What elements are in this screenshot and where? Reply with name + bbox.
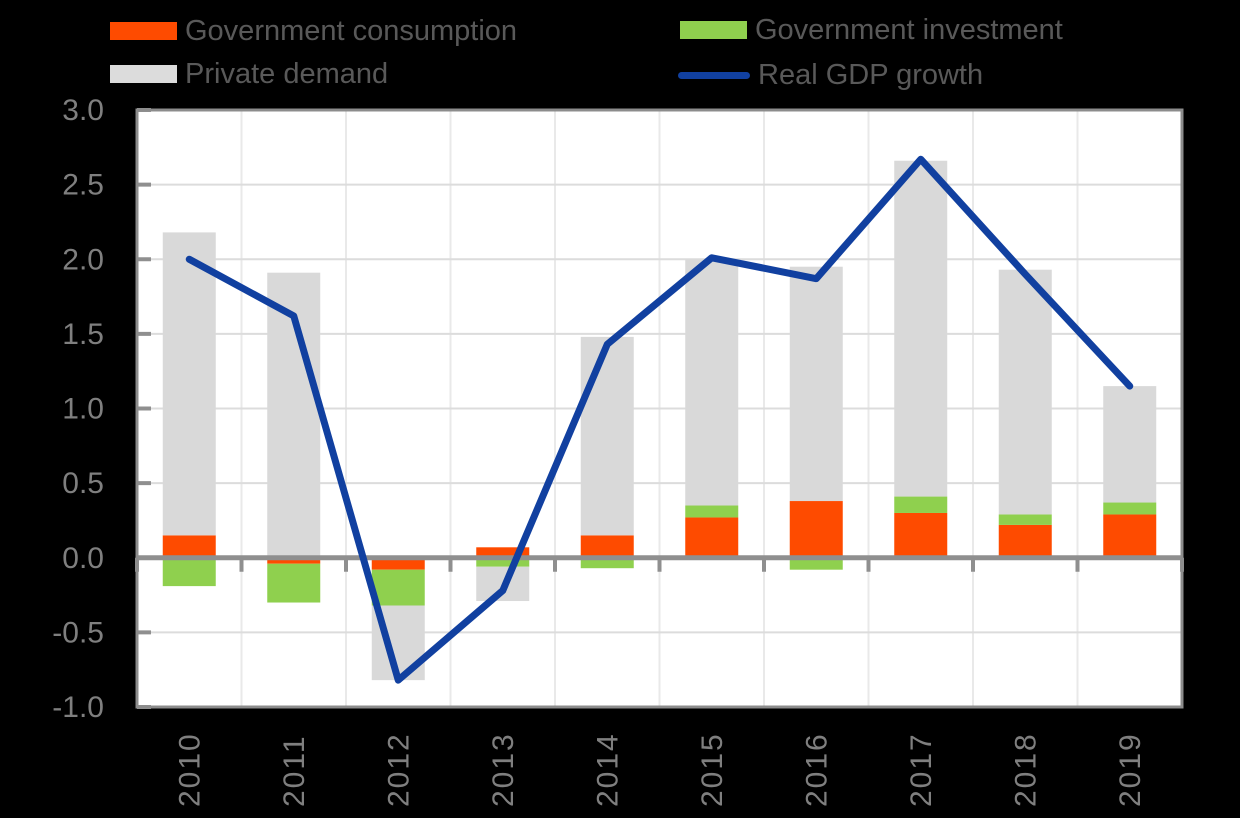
y-tick-label--0.5: -0.5 bbox=[52, 616, 104, 649]
legend-label-private-demand: Private demand bbox=[185, 57, 389, 90]
y-tick-label-2.0: 2.0 bbox=[62, 243, 104, 276]
real-gdp-growth-swatch bbox=[678, 71, 750, 79]
bar-2016-government-consumption bbox=[789, 501, 843, 558]
bar-2012-government-investment bbox=[371, 569, 425, 606]
legend-label-government-investment: Government investment bbox=[755, 13, 1063, 46]
x-tick-label-2019: 2019 bbox=[1114, 732, 1147, 807]
legend-item-private-demand: Private demand bbox=[110, 57, 388, 91]
government-consumption-swatch bbox=[110, 22, 177, 40]
x-tick-label-2017: 2017 bbox=[905, 732, 938, 807]
real-gdp-growth-line bbox=[185, 155, 1134, 684]
y-tick-label--1.0: -1.0 bbox=[52, 691, 104, 724]
bar-2017-government-investment bbox=[894, 496, 948, 513]
government-investment-swatch bbox=[680, 21, 747, 39]
bar-2018-private-demand bbox=[998, 269, 1052, 515]
y-tick-label-1.0: 1.0 bbox=[62, 393, 104, 426]
bar-2017-private-demand bbox=[894, 160, 948, 497]
bar-2011-government-investment bbox=[267, 563, 321, 603]
chart-legend: Government consumption Government invest… bbox=[0, 0, 1240, 100]
bar-2014-private-demand bbox=[580, 336, 634, 536]
legend-item-real-gdp-growth: Real GDP growth bbox=[678, 58, 983, 92]
bar-2013-government-consumption bbox=[476, 547, 530, 558]
bar-2016-private-demand bbox=[789, 266, 843, 502]
x-tick-label-2018: 2018 bbox=[1009, 732, 1042, 807]
legend-item-government-consumption: Government consumption bbox=[110, 14, 517, 48]
x-tick-label-2011: 2011 bbox=[278, 734, 311, 807]
x-tick-label-2015: 2015 bbox=[696, 732, 729, 807]
legend-item-government-investment: Government investment bbox=[680, 13, 1063, 47]
y-tick-label-1.5: 1.5 bbox=[62, 318, 104, 351]
y-tick-label-0.0: 0.0 bbox=[62, 542, 104, 575]
bar-2015-government-investment bbox=[685, 505, 739, 518]
bar-2013-government-investment bbox=[476, 557, 530, 567]
legend-label-real-gdp-growth: Real GDP growth bbox=[758, 58, 984, 91]
bar-2014-government-investment bbox=[580, 557, 634, 569]
bar-2016-government-investment bbox=[789, 557, 843, 570]
x-tick-label-2012: 2012 bbox=[382, 732, 415, 807]
x-tick-label-2014: 2014 bbox=[591, 732, 624, 807]
y-tick-label-0.5: 0.5 bbox=[62, 467, 104, 500]
bar-2019-government-consumption bbox=[1103, 514, 1157, 558]
x-tick-label-2016: 2016 bbox=[800, 732, 833, 807]
bar-2010-government-investment bbox=[162, 557, 216, 587]
x-tick-label-2013: 2013 bbox=[487, 732, 520, 807]
bar-2019-government-investment bbox=[1103, 502, 1157, 515]
bar-2014-government-consumption bbox=[580, 535, 634, 558]
bar-2012-government-consumption bbox=[371, 557, 425, 570]
bar-2019-private-demand bbox=[1103, 386, 1157, 503]
bar-2010-private-demand bbox=[162, 232, 216, 536]
y-tick-label-2.5: 2.5 bbox=[62, 169, 104, 202]
bar-2017-government-consumption bbox=[894, 512, 948, 558]
bar-2018-government-investment bbox=[998, 514, 1052, 525]
bar-2015-government-consumption bbox=[685, 517, 739, 558]
private-demand-swatch bbox=[110, 65, 177, 83]
x-tick-label-2010: 2010 bbox=[173, 732, 206, 807]
bar-2015-private-demand bbox=[685, 259, 739, 506]
plot-border bbox=[135, 108, 1184, 709]
bar-2010-government-consumption bbox=[162, 535, 216, 558]
bar-2011-government-consumption bbox=[267, 557, 321, 564]
y-tick-label-3.0: 3.0 bbox=[62, 94, 104, 127]
legend-label-government-consumption: Government consumption bbox=[185, 14, 518, 47]
bar-2018-government-consumption bbox=[998, 524, 1052, 558]
